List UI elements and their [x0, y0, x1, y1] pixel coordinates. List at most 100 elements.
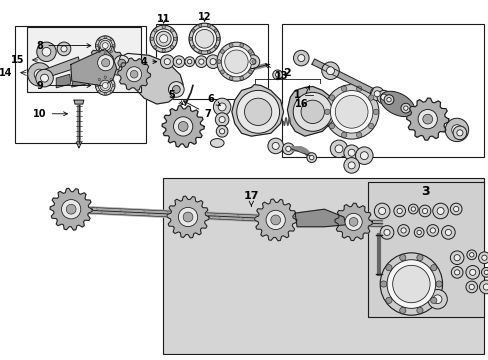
Circle shape: [104, 93, 106, 95]
Circle shape: [384, 95, 393, 104]
Circle shape: [162, 49, 165, 52]
Circle shape: [28, 63, 51, 86]
Circle shape: [468, 284, 473, 289]
Circle shape: [368, 95, 373, 100]
Circle shape: [41, 74, 48, 82]
Circle shape: [449, 203, 461, 215]
Polygon shape: [162, 105, 204, 147]
Circle shape: [168, 82, 184, 97]
Circle shape: [112, 84, 115, 87]
Circle shape: [95, 76, 115, 95]
Circle shape: [309, 156, 313, 160]
Circle shape: [453, 255, 459, 261]
Circle shape: [96, 44, 98, 47]
Circle shape: [112, 44, 115, 47]
Circle shape: [356, 132, 361, 138]
Circle shape: [249, 59, 255, 65]
Circle shape: [301, 100, 324, 123]
Polygon shape: [74, 100, 83, 104]
Circle shape: [417, 109, 436, 129]
Polygon shape: [311, 59, 373, 94]
Circle shape: [416, 255, 422, 261]
Circle shape: [37, 42, 56, 62]
Circle shape: [178, 122, 188, 131]
Circle shape: [369, 87, 383, 100]
Circle shape: [282, 143, 294, 155]
Circle shape: [430, 265, 436, 271]
Circle shape: [61, 199, 81, 219]
Circle shape: [400, 228, 406, 233]
Circle shape: [293, 50, 308, 66]
Circle shape: [98, 90, 100, 93]
Polygon shape: [334, 203, 371, 240]
Circle shape: [466, 250, 476, 260]
Polygon shape: [88, 45, 123, 80]
Circle shape: [435, 281, 441, 287]
Circle shape: [118, 59, 125, 67]
Circle shape: [172, 86, 180, 93]
Circle shape: [216, 125, 227, 137]
Circle shape: [392, 265, 429, 303]
Circle shape: [217, 37, 220, 40]
Ellipse shape: [380, 91, 414, 117]
Circle shape: [445, 229, 450, 235]
Circle shape: [385, 265, 391, 271]
Circle shape: [468, 269, 475, 275]
Circle shape: [482, 284, 488, 290]
Circle shape: [432, 295, 441, 303]
Circle shape: [445, 118, 468, 141]
Circle shape: [98, 39, 100, 41]
Circle shape: [430, 297, 436, 303]
Circle shape: [328, 123, 334, 129]
Circle shape: [110, 39, 112, 41]
Circle shape: [396, 208, 402, 213]
Text: 7: 7: [183, 101, 210, 119]
Text: 8: 8: [37, 41, 91, 51]
Circle shape: [239, 43, 243, 47]
Circle shape: [432, 203, 447, 219]
Circle shape: [372, 109, 378, 114]
Circle shape: [98, 78, 112, 93]
Circle shape: [416, 307, 422, 314]
Circle shape: [341, 132, 346, 138]
Circle shape: [104, 36, 106, 39]
Circle shape: [98, 78, 100, 81]
Circle shape: [173, 117, 192, 136]
Circle shape: [374, 203, 389, 219]
Circle shape: [229, 76, 233, 80]
Circle shape: [403, 106, 407, 110]
Polygon shape: [406, 98, 448, 140]
Circle shape: [343, 145, 359, 161]
Circle shape: [330, 91, 372, 133]
Circle shape: [98, 55, 114, 71]
Polygon shape: [71, 76, 88, 87]
Circle shape: [170, 29, 173, 32]
Circle shape: [154, 29, 173, 49]
FancyBboxPatch shape: [155, 24, 267, 99]
Circle shape: [380, 226, 393, 239]
Circle shape: [275, 73, 279, 77]
Circle shape: [272, 143, 279, 149]
Circle shape: [347, 149, 354, 156]
Circle shape: [468, 253, 473, 257]
Circle shape: [385, 297, 391, 303]
Circle shape: [220, 50, 224, 53]
Circle shape: [383, 94, 397, 107]
Circle shape: [481, 255, 486, 260]
Circle shape: [418, 205, 430, 217]
Circle shape: [195, 56, 207, 68]
Text: 2: 2: [283, 68, 291, 78]
Text: 9: 9: [37, 81, 91, 90]
Circle shape: [449, 251, 463, 265]
Circle shape: [479, 280, 488, 294]
Polygon shape: [71, 49, 116, 86]
Circle shape: [159, 35, 167, 43]
Polygon shape: [50, 188, 92, 230]
Circle shape: [380, 253, 442, 315]
Circle shape: [229, 43, 233, 47]
Circle shape: [100, 80, 110, 91]
Circle shape: [410, 207, 415, 211]
Polygon shape: [231, 85, 283, 136]
Circle shape: [380, 281, 386, 287]
Text: 13: 13: [265, 64, 288, 81]
